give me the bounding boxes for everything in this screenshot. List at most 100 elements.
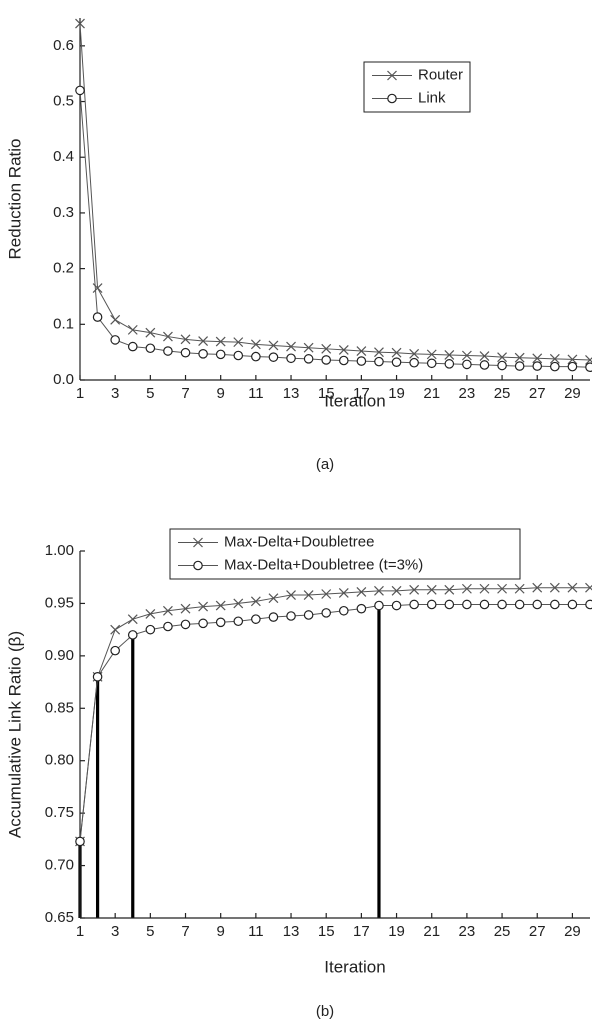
data-point xyxy=(549,353,560,364)
data-point-stroke xyxy=(549,353,560,364)
y-tick-label: 0.95 xyxy=(45,594,74,611)
data-point xyxy=(479,351,490,361)
data-point xyxy=(444,599,455,610)
data-point xyxy=(356,586,367,597)
data-point xyxy=(92,672,103,682)
data-point xyxy=(110,645,120,656)
y-tick-label: 0.5 xyxy=(53,93,74,110)
data-point xyxy=(514,599,525,610)
caption: (a) xyxy=(316,456,334,473)
data-point-stroke xyxy=(145,608,156,619)
x-tick-label: 15 xyxy=(318,923,335,940)
x-tick-label: 11 xyxy=(248,923,264,940)
data-point-stroke xyxy=(356,586,367,597)
data-point-stroke xyxy=(321,589,332,599)
data-point-stroke xyxy=(497,583,507,594)
series-line xyxy=(79,23,591,361)
data-point xyxy=(198,618,208,629)
y-tick-label: 0.75 xyxy=(45,804,74,821)
legend-marker xyxy=(387,93,397,104)
data-point xyxy=(75,836,85,847)
data-point xyxy=(409,599,419,610)
data-point-stroke xyxy=(514,352,525,363)
x-tick-label: 3 xyxy=(111,923,119,940)
data-point xyxy=(391,600,402,611)
y-tick-label: 0.80 xyxy=(45,752,74,769)
data-point xyxy=(268,352,279,362)
data-point xyxy=(180,603,191,614)
x-tick-label: 1 xyxy=(76,923,84,940)
y-tick-label: 0.65 xyxy=(45,909,74,926)
data-point xyxy=(303,590,314,600)
data-point xyxy=(514,583,525,594)
y-tick-label: 0.6 xyxy=(53,37,74,54)
data-point-stroke xyxy=(180,603,191,614)
data-point xyxy=(268,340,279,351)
data-point xyxy=(303,342,314,353)
y-tick-label: 0.3 xyxy=(53,204,74,221)
data-point-stroke xyxy=(585,584,592,593)
data-point xyxy=(497,599,507,610)
data-point xyxy=(444,350,455,360)
data-point xyxy=(127,614,138,625)
data-point xyxy=(532,353,543,364)
data-point-stroke xyxy=(532,353,543,364)
data-point-stroke xyxy=(233,337,244,348)
data-point xyxy=(251,614,261,624)
data-point-stroke xyxy=(461,350,472,361)
data-point-stroke xyxy=(127,614,138,625)
data-point xyxy=(286,341,296,352)
data-point-stroke xyxy=(127,324,138,335)
data-point xyxy=(391,357,402,367)
data-point-stroke xyxy=(409,348,420,359)
x-tick-label: 27 xyxy=(529,923,546,940)
data-point xyxy=(163,621,173,632)
data-point-stroke xyxy=(409,584,420,595)
stem-bar xyxy=(131,634,135,918)
data-point-stroke xyxy=(75,18,85,29)
x-tick-label: 27 xyxy=(529,385,546,402)
data-point-stroke xyxy=(567,354,578,365)
data-point-stroke xyxy=(163,605,173,616)
data-point-stroke xyxy=(180,334,191,345)
data-point xyxy=(338,588,349,598)
data-point xyxy=(127,630,138,640)
data-point xyxy=(461,350,472,361)
x-tick-label: 23 xyxy=(459,385,476,402)
y-tick-label: 0.85 xyxy=(45,699,74,716)
data-point xyxy=(250,339,261,350)
data-point xyxy=(532,599,543,610)
data-point xyxy=(497,352,507,363)
data-point xyxy=(303,610,314,620)
data-point-stroke xyxy=(215,336,226,347)
data-point xyxy=(163,605,173,616)
data-point-stroke xyxy=(374,585,384,596)
data-point-stroke xyxy=(250,596,261,607)
x-tick-label: 13 xyxy=(283,923,300,940)
data-point xyxy=(110,314,121,325)
data-point-stroke xyxy=(110,314,121,325)
data-point xyxy=(286,611,296,621)
data-point-stroke xyxy=(461,583,472,594)
data-point-stroke xyxy=(286,341,296,352)
x-tick-label: 1 xyxy=(76,385,84,402)
data-point xyxy=(497,360,507,371)
data-point xyxy=(514,361,525,371)
data-point xyxy=(374,585,384,596)
x-tick-label: 13 xyxy=(283,385,300,402)
data-point xyxy=(374,347,384,358)
data-point xyxy=(92,283,103,294)
data-point xyxy=(461,583,472,594)
data-point xyxy=(550,599,560,610)
x-tick-label: 21 xyxy=(423,923,440,940)
data-point-stroke xyxy=(198,601,209,612)
data-point-stroke xyxy=(303,590,314,600)
data-point-stroke xyxy=(426,584,437,595)
data-point xyxy=(409,348,420,359)
data-point xyxy=(233,598,244,609)
legend-box xyxy=(169,528,521,580)
data-point-stroke xyxy=(567,582,578,593)
data-point xyxy=(321,589,332,599)
series-line xyxy=(79,90,591,368)
legend-marker-stroke xyxy=(193,537,203,548)
